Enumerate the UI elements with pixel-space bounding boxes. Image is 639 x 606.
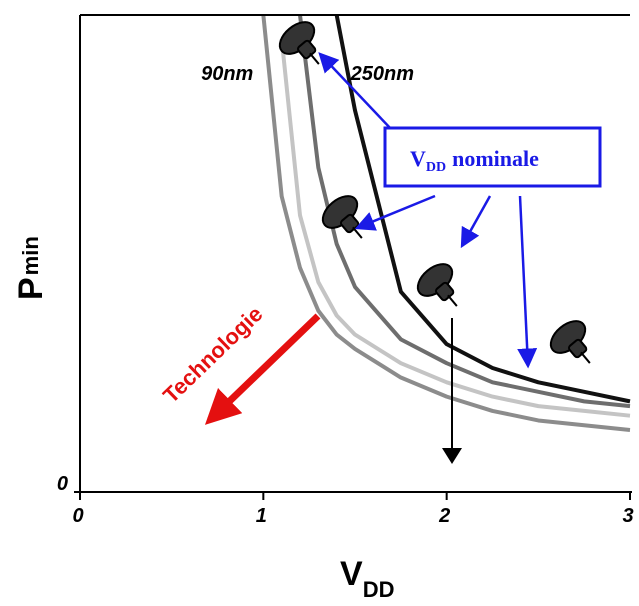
- line-series: [334, 14, 631, 404]
- series-label: 90nm: [201, 63, 253, 85]
- line-series: [279, 38, 631, 418]
- annotation-nominal: VDD nominale: [410, 146, 539, 175]
- line-series: [261, 14, 631, 432]
- x-tick-label: 1: [256, 505, 267, 527]
- y-tick-label: 0: [57, 473, 68, 495]
- x-tick-label: 0: [72, 505, 83, 527]
- series-label: 250nm: [350, 63, 414, 85]
- annotation-box: [383, 126, 602, 188]
- x-axis-label: VDD: [340, 555, 394, 602]
- pushpins: [278, 21, 591, 364]
- nominal-arrows: [318, 52, 538, 369]
- annotation-technology: Technologie: [158, 301, 267, 408]
- plot-area: [261, 14, 631, 432]
- line-series: [298, 14, 631, 409]
- y-axis-label: Pmin: [12, 236, 50, 300]
- technology-arrow: [204, 313, 321, 425]
- x-tick-label: 3: [622, 505, 633, 527]
- x-tick-label: 2: [438, 505, 450, 527]
